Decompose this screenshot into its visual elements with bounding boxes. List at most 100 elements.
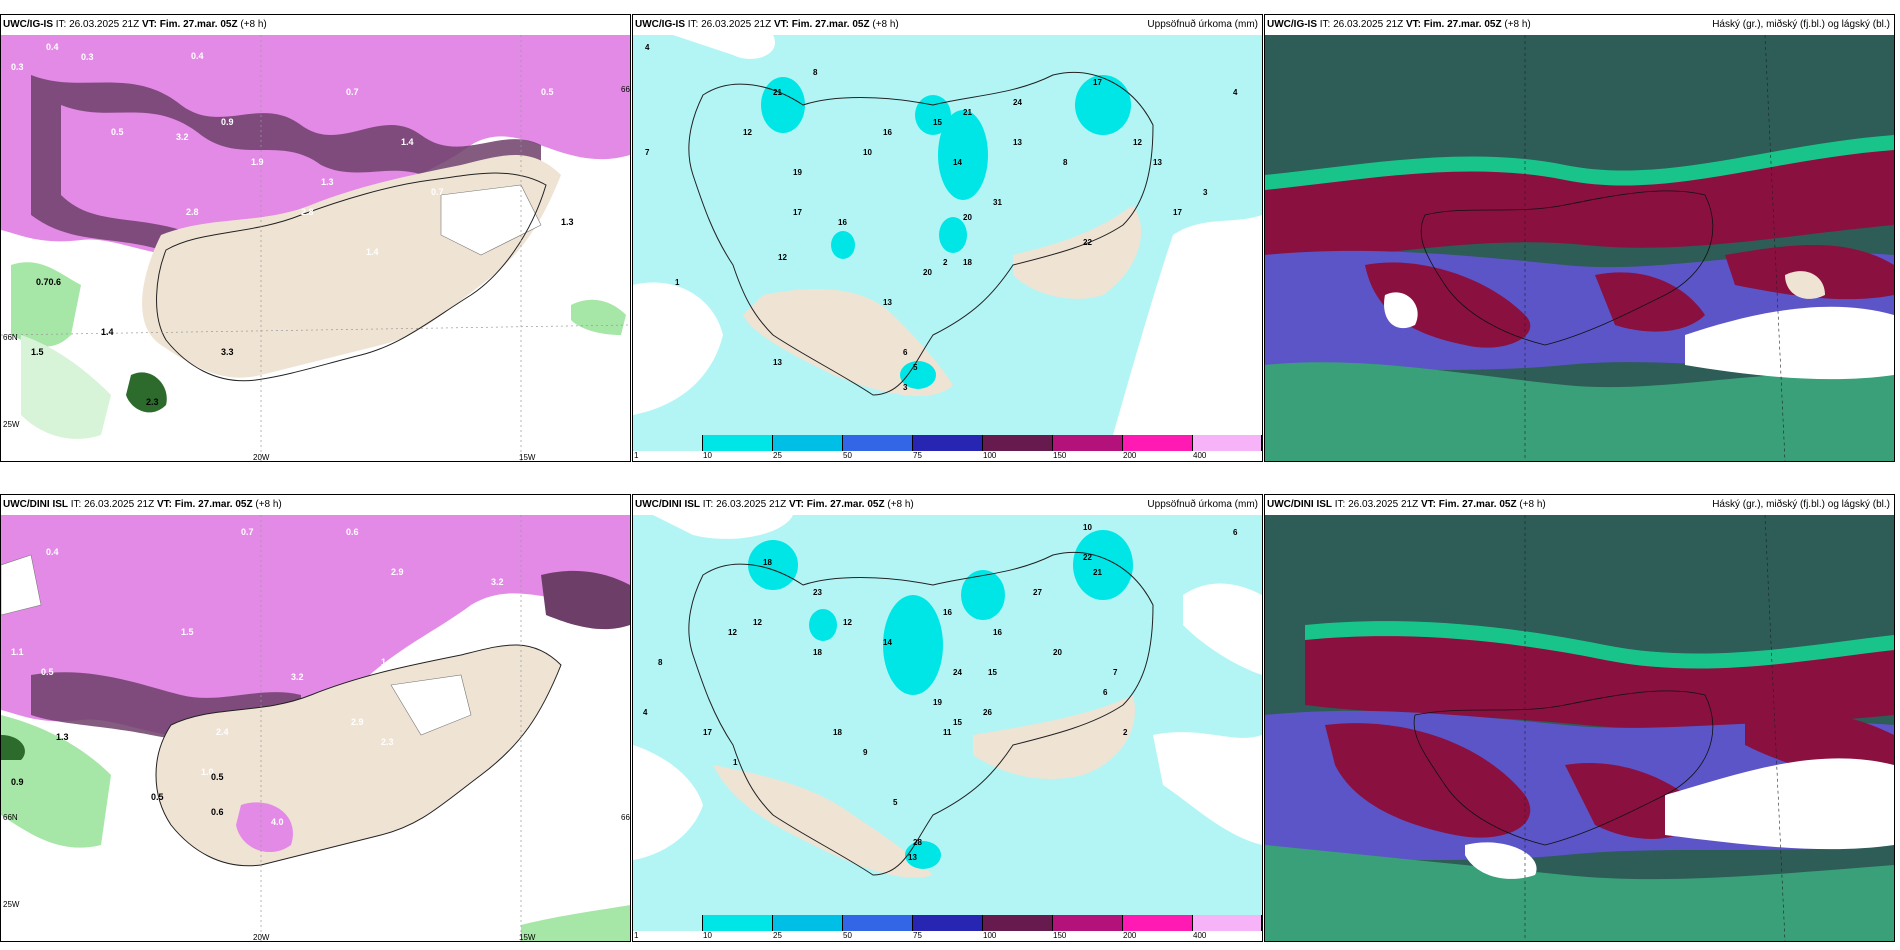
svg-text:23: 23 bbox=[813, 588, 822, 597]
svg-text:20: 20 bbox=[1053, 648, 1062, 657]
panel-dini-cloud: UWC/DINI ISL IT: 26.03.2025 21Z VT: Fim.… bbox=[1264, 494, 1895, 942]
svg-text:17: 17 bbox=[793, 208, 802, 217]
svg-text:12: 12 bbox=[728, 628, 737, 637]
svg-text:3: 3 bbox=[903, 383, 908, 392]
svg-text:9: 9 bbox=[863, 748, 868, 757]
svg-text:1: 1 bbox=[675, 278, 680, 287]
svg-text:17: 17 bbox=[1173, 208, 1182, 217]
colorbar-tick: 400 bbox=[1193, 931, 1207, 940]
svg-text:10: 10 bbox=[1083, 523, 1092, 532]
svg-text:4: 4 bbox=[1233, 88, 1238, 97]
svg-text:7: 7 bbox=[1113, 668, 1118, 677]
colorbar-swatch bbox=[633, 435, 703, 451]
colorbar-swatch bbox=[1053, 915, 1123, 931]
svg-text:1.0: 1.0 bbox=[201, 767, 214, 777]
svg-text:0.6: 0.6 bbox=[13, 597, 26, 607]
svg-text:0.5: 0.5 bbox=[41, 667, 54, 677]
colorbar-swatch bbox=[913, 915, 983, 931]
colorbar-tick: 10 bbox=[703, 451, 712, 460]
svg-text:0.4: 0.4 bbox=[46, 547, 59, 557]
precip-map: 0.4 0.3 0.4 0.3 0.5 0.7 0.5 3.2 2.8 1.9 … bbox=[1, 35, 630, 461]
svg-text:1.5: 1.5 bbox=[181, 627, 194, 637]
svg-text:1.4: 1.4 bbox=[401, 137, 414, 147]
svg-text:8: 8 bbox=[813, 68, 818, 77]
svg-text:13: 13 bbox=[1013, 138, 1022, 147]
svg-text:6: 6 bbox=[903, 348, 908, 357]
svg-text:0.5: 0.5 bbox=[211, 772, 224, 782]
svg-text:20: 20 bbox=[923, 268, 932, 277]
panel-dini-precip: UWC/DINI ISL IT: 26.03.2025 21Z VT: Fim.… bbox=[0, 494, 631, 942]
svg-text:16: 16 bbox=[943, 608, 952, 617]
svg-text:12: 12 bbox=[743, 128, 752, 137]
svg-text:12: 12 bbox=[1133, 138, 1142, 147]
svg-text:0.7: 0.7 bbox=[241, 527, 254, 537]
svg-text:8: 8 bbox=[1063, 158, 1068, 167]
panel-header: UWC/IG-IS IT: 26.03.2025 21Z VT: Fim. 27… bbox=[635, 19, 1258, 30]
svg-text:1.3: 1.3 bbox=[56, 732, 69, 742]
colorbar-tick: 1 bbox=[634, 451, 639, 460]
svg-text:19: 19 bbox=[933, 698, 942, 707]
svg-text:13: 13 bbox=[883, 298, 892, 307]
svg-text:3.3: 3.3 bbox=[221, 347, 234, 357]
cloud-map bbox=[1265, 515, 1894, 941]
colorbar-tick: 100 bbox=[983, 451, 997, 460]
svg-text:18: 18 bbox=[763, 558, 772, 567]
colorbar-tick: 200 bbox=[1123, 931, 1137, 940]
svg-text:0.9: 0.9 bbox=[221, 117, 234, 127]
svg-text:3.2: 3.2 bbox=[176, 132, 189, 142]
colorbar-tick: 75 bbox=[913, 451, 922, 460]
svg-text:10: 10 bbox=[863, 148, 872, 157]
panel-igis-precip: UWC/IG-IS IT: 26.03.2025 21Z VT: Fim. 27… bbox=[0, 14, 631, 462]
panel-header: UWC/DINI ISL IT: 26.03.2025 21Z VT: Fim.… bbox=[635, 499, 1258, 510]
svg-text:0.6: 0.6 bbox=[211, 807, 224, 817]
colorbar-tick: 50 bbox=[843, 451, 852, 460]
svg-text:17: 17 bbox=[1093, 78, 1102, 87]
colorbar-tick: 200 bbox=[1123, 451, 1137, 460]
svg-text:2.4: 2.4 bbox=[216, 727, 229, 737]
lat-label: 66N bbox=[621, 813, 630, 822]
svg-text:7: 7 bbox=[645, 148, 650, 157]
colorbar-tick: 100 bbox=[983, 931, 997, 940]
colorbar-tick: 400 bbox=[1193, 451, 1207, 460]
svg-text:8: 8 bbox=[658, 658, 663, 667]
colorbar-swatch bbox=[633, 915, 703, 931]
svg-text:13: 13 bbox=[1153, 158, 1162, 167]
cloud-map bbox=[1265, 35, 1894, 461]
svg-text:1.5: 1.5 bbox=[31, 347, 44, 357]
svg-text:6: 6 bbox=[1103, 688, 1108, 697]
svg-text:18: 18 bbox=[963, 258, 972, 267]
svg-text:15: 15 bbox=[953, 718, 962, 727]
svg-text:1.3: 1.3 bbox=[561, 217, 574, 227]
svg-text:2.8: 2.8 bbox=[301, 207, 314, 217]
svg-text:4.0: 4.0 bbox=[271, 817, 284, 827]
colorbar-swatch bbox=[703, 435, 773, 451]
colorbar-swatch bbox=[1123, 915, 1193, 931]
svg-text:0.4: 0.4 bbox=[191, 51, 204, 61]
colorbar-tick: 50 bbox=[843, 931, 852, 940]
lat-label: 66N bbox=[3, 813, 18, 822]
svg-text:16: 16 bbox=[838, 218, 847, 227]
svg-text:1.3: 1.3 bbox=[321, 177, 334, 187]
svg-text:21: 21 bbox=[963, 108, 972, 117]
panel-header: UWC/IG-IS IT: 26.03.2025 21Z VT: Fim. 27… bbox=[1267, 19, 1890, 30]
svg-text:0.5: 0.5 bbox=[151, 792, 164, 802]
svg-text:4: 4 bbox=[643, 708, 648, 717]
colorbar-tick: 1 bbox=[634, 931, 639, 940]
panel-igis-accum: UWC/IG-IS IT: 26.03.2025 21Z VT: Fim. 27… bbox=[632, 14, 1263, 462]
colorbar-swatch bbox=[843, 915, 913, 931]
svg-text:11: 11 bbox=[943, 728, 952, 737]
svg-text:14: 14 bbox=[953, 158, 962, 167]
svg-text:2.3: 2.3 bbox=[146, 397, 159, 407]
svg-text:0.7: 0.7 bbox=[346, 87, 359, 97]
colorbar-tick: 150 bbox=[1053, 931, 1067, 940]
svg-text:0.5: 0.5 bbox=[541, 87, 554, 97]
lon-label: 25W bbox=[3, 900, 20, 909]
svg-text:28: 28 bbox=[913, 838, 922, 847]
svg-text:22: 22 bbox=[1083, 553, 1092, 562]
svg-text:1.4: 1.4 bbox=[366, 247, 379, 257]
svg-text:15: 15 bbox=[988, 668, 997, 677]
lon-label: 25W bbox=[3, 420, 20, 429]
svg-text:1.0: 1.0 bbox=[381, 657, 394, 667]
svg-text:0.5: 0.5 bbox=[441, 627, 454, 637]
svg-text:2.9: 2.9 bbox=[391, 567, 404, 577]
